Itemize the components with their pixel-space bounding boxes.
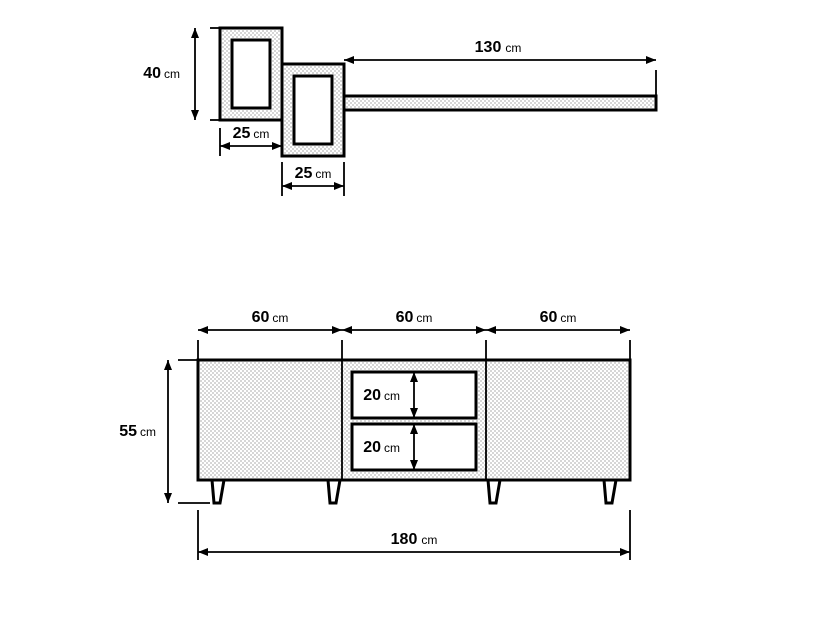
label-unit: cm [384, 441, 400, 455]
dim-top-shelf-l: 130cm [344, 39, 656, 96]
label-value: 130 [475, 39, 502, 56]
label-value: 20 [363, 387, 381, 404]
label-value: 60 [252, 309, 270, 326]
dim-bot-sec1: 60cm [198, 309, 342, 360]
label-unit: cm [505, 41, 521, 55]
svg-text:25cm: 25cm [295, 165, 332, 182]
dim-bot-width: 180cm [198, 510, 630, 560]
label-value: 25 [295, 165, 313, 182]
svg-text:60cm: 60cm [540, 309, 577, 326]
dim-bot-sec2: 60cm [342, 309, 486, 360]
dim-top-height: 40cm [143, 28, 220, 120]
label-value: 55 [119, 423, 137, 440]
furniture-dimension-drawing: 40cm 130cm 25cm 25cm [0, 0, 825, 619]
label-unit: cm [272, 311, 288, 325]
svg-text:55cm: 55cm [119, 423, 156, 440]
label-unit: cm [384, 389, 400, 403]
wall-shelf [220, 28, 656, 156]
dim-bot-height: 55cm [119, 360, 210, 503]
label-unit: cm [416, 311, 432, 325]
label-value: 40 [143, 65, 161, 82]
svg-text:40cm: 40cm [143, 65, 180, 82]
label-unit: cm [164, 67, 180, 81]
svg-text:180cm: 180cm [391, 531, 438, 548]
label-unit: cm [140, 425, 156, 439]
label-value: 60 [540, 309, 558, 326]
label-unit: cm [421, 533, 437, 547]
svg-text:60cm: 60cm [252, 309, 289, 326]
label-unit: cm [560, 311, 576, 325]
dim-top-box1-w: 25cm [220, 125, 282, 156]
label-unit: cm [315, 167, 331, 181]
svg-text:130cm: 130cm [475, 39, 522, 56]
label-unit: cm [253, 127, 269, 141]
svg-text:60cm: 60cm [396, 309, 433, 326]
label-value: 25 [233, 125, 251, 142]
dim-top-box2-w: 25cm [282, 162, 344, 196]
label-value: 180 [391, 531, 418, 548]
label-value: 20 [363, 439, 381, 456]
svg-text:25cm: 25cm [233, 125, 270, 142]
label-value: 60 [396, 309, 414, 326]
dim-bot-sec3: 60cm [486, 309, 630, 360]
